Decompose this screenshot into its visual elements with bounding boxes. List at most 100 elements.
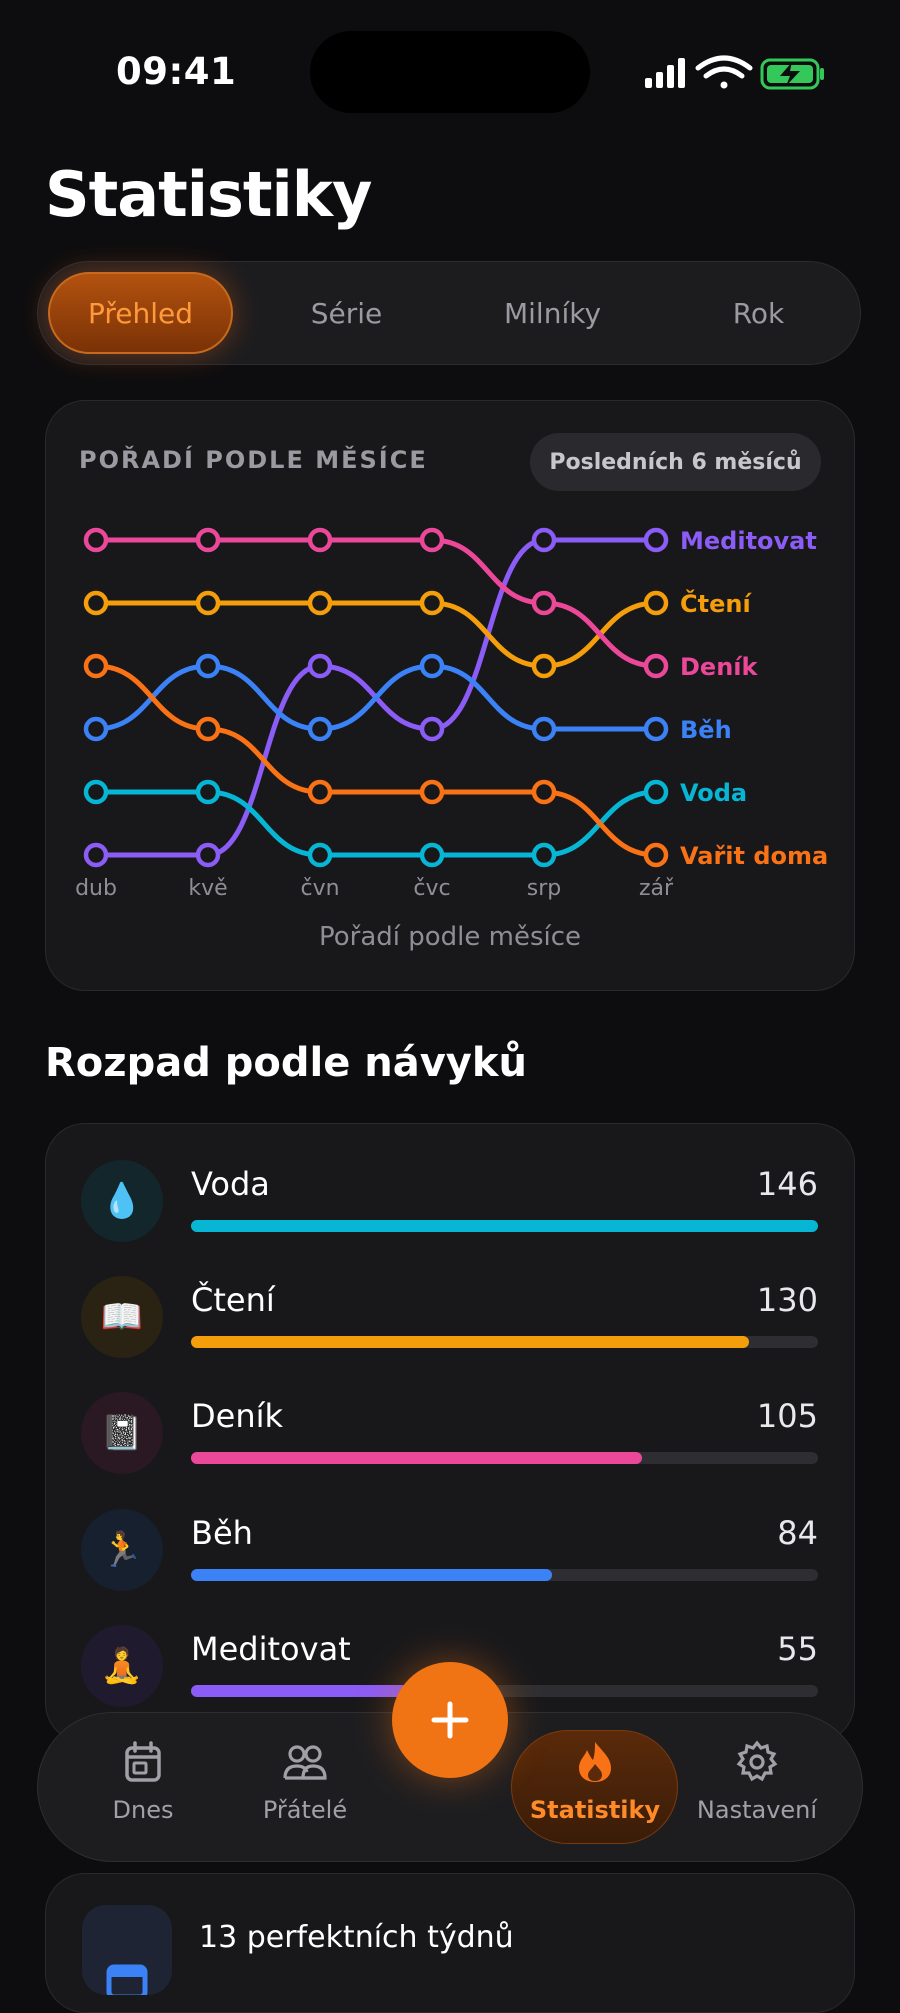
data-point (643, 590, 669, 616)
tab-milniky[interactable]: Milníky (503, 296, 602, 330)
data-point (83, 590, 109, 616)
habit-row[interactable]: 💧 Voda 146 (45, 1160, 855, 1276)
tab-serie[interactable]: Série (310, 296, 383, 330)
runner-icon: 🏃 (81, 1509, 163, 1591)
breakdown-title: Rozpad podle návyků (45, 1040, 527, 1086)
data-point (419, 842, 445, 868)
data-point (195, 590, 221, 616)
habit-progress-fill (191, 1336, 750, 1348)
habit-row[interactable]: 🧘 Meditovat 55 (45, 1625, 855, 1741)
habit-count: 105 (756, 1397, 818, 1435)
x-tick-label: srp (527, 876, 561, 901)
series-label: Čtení (680, 588, 752, 618)
chart-caption: Pořadí podle měsíce (318, 922, 582, 952)
rank-chart-card (45, 400, 855, 991)
nav-label: Statistiky (529, 1796, 661, 1824)
status-time: 09:41 (116, 50, 237, 93)
battery-icon (760, 58, 824, 90)
habit-count: 84 (777, 1514, 818, 1552)
data-point (195, 779, 221, 805)
data-point (307, 716, 333, 742)
data-point (83, 842, 109, 868)
segmented-tabs: Přehled Série Milníky Rok (37, 261, 861, 365)
tab-prehled[interactable]: Přehled (48, 272, 233, 354)
data-point (531, 716, 557, 742)
habit-progress-track (191, 1569, 818, 1581)
data-point (419, 653, 445, 679)
range-pill[interactable]: Posledních 6 měsíců (530, 433, 821, 491)
wifi-icon (695, 55, 753, 89)
habit-name: Deník (191, 1397, 284, 1435)
data-point (195, 716, 221, 742)
data-point (531, 527, 557, 553)
data-point (531, 590, 557, 616)
series-label: Meditovat (680, 527, 817, 555)
nav-statistiky[interactable]: Statistiky (525, 1740, 665, 1840)
data-point (419, 590, 445, 616)
chart-heading: POŘADÍ PODLE MĚSÍCE (79, 446, 428, 474)
data-point (195, 653, 221, 679)
nav-label: Přátelé (262, 1796, 348, 1824)
flame-icon (579, 1742, 611, 1782)
data-point (643, 779, 669, 805)
habit-progress-track (191, 1685, 818, 1697)
nav-label: Nastavení (696, 1796, 818, 1824)
data-point (419, 527, 445, 553)
data-point (307, 842, 333, 868)
habit-count: 55 (777, 1630, 818, 1668)
habit-row[interactable]: 📓 Deník 105 (45, 1392, 855, 1508)
data-point (307, 779, 333, 805)
data-point (83, 716, 109, 742)
dynamic-island (310, 31, 590, 113)
habit-progress-track (191, 1336, 818, 1348)
plus-icon (431, 1701, 469, 1739)
tab-rok[interactable]: Rok (732, 296, 785, 330)
add-habit-button[interactable] (392, 1662, 508, 1778)
data-point (83, 653, 109, 679)
series-line (93, 663, 659, 858)
x-tick-label: čvc (413, 876, 450, 901)
x-tick-label: dub (75, 876, 117, 901)
habit-progress-fill (191, 1569, 552, 1581)
nav-pratele[interactable]: Přátelé (235, 1740, 375, 1840)
data-point (419, 716, 445, 742)
droplet-icon: 💧 (81, 1160, 163, 1242)
data-point (307, 653, 333, 679)
series-label: Běh (680, 716, 732, 744)
data-point (531, 779, 557, 805)
book-icon: 📖 (81, 1276, 163, 1358)
data-point (531, 842, 557, 868)
perfect-weeks-text: 13 perfektních týdnů (199, 1920, 514, 1955)
data-point (531, 653, 557, 679)
status-icons (645, 55, 824, 90)
data-point (643, 527, 669, 553)
series-label: Deník (680, 653, 759, 681)
habit-progress-track (191, 1220, 818, 1232)
meditation-icon: 🧘 (81, 1625, 163, 1707)
series-label: Voda (680, 779, 747, 807)
series-label: Vařit doma (680, 842, 828, 870)
habit-name: Meditovat (191, 1630, 351, 1668)
people-icon (283, 1745, 327, 1780)
habit-progress-fill (191, 1220, 818, 1232)
habit-progress-fill (191, 1685, 428, 1697)
x-tick-label: čvn (300, 876, 339, 901)
habit-progress-track (191, 1452, 818, 1464)
signal-icon (645, 58, 685, 88)
data-point (307, 527, 333, 553)
nav-active-highlight (511, 1730, 678, 1844)
page-title: Statistiky (45, 158, 372, 231)
data-point (195, 842, 221, 868)
data-point (419, 779, 445, 805)
habit-name: Čtení (191, 1281, 275, 1319)
data-point (643, 653, 669, 679)
habit-progress-fill (191, 1452, 642, 1464)
gear-icon (736, 1740, 778, 1782)
habit-count: 146 (756, 1165, 818, 1203)
data-point (643, 716, 669, 742)
nav-dnes[interactable]: Dnes (73, 1740, 213, 1840)
nav-nastaveni[interactable]: Nastavení (687, 1740, 827, 1840)
data-point (643, 842, 669, 868)
habit-row[interactable]: 📖 Čtení 130 (45, 1276, 855, 1392)
habit-row[interactable]: 🏃 Běh 84 (45, 1509, 855, 1625)
